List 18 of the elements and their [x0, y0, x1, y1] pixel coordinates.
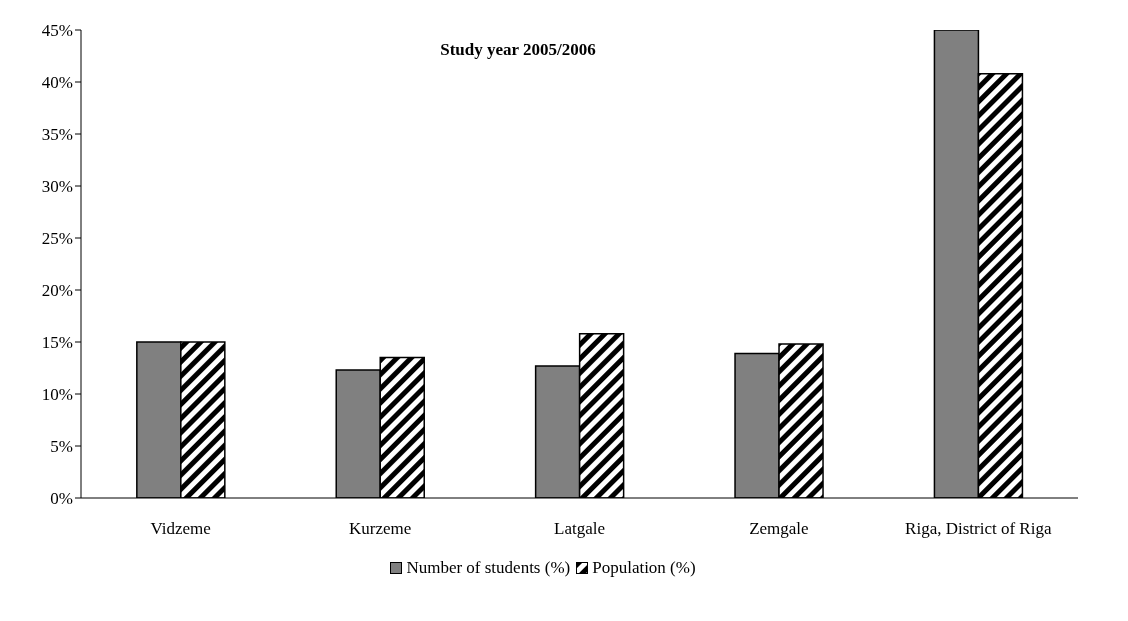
y-tick-label: 15%: [41, 333, 73, 353]
y-tick-label: 45%: [41, 21, 73, 41]
x-tick-label: Kurzeme: [348, 519, 412, 539]
y-tick-label: 35%: [41, 125, 73, 145]
x-tick-label: Riga, District of Riga: [905, 519, 1052, 539]
y-tick-label: 25%: [41, 229, 73, 249]
y-tick-label: 40%: [41, 73, 73, 93]
x-tick-label: Vidzeme: [150, 519, 211, 539]
y-tick-label: 0%: [50, 489, 73, 509]
x-tick-label: Latgale: [554, 519, 605, 539]
legend-label: Number of students (%): [405, 558, 571, 578]
x-tick-label: Zemgale: [749, 519, 809, 539]
legend-label: Population (%): [591, 558, 696, 578]
text: Study year 2005/2006: [439, 40, 597, 60]
y-tick-label: 10%: [41, 385, 73, 405]
y-tick-label: 30%: [41, 177, 73, 197]
y-tick-label: 5%: [50, 437, 73, 457]
y-tick-label: 20%: [41, 281, 73, 301]
